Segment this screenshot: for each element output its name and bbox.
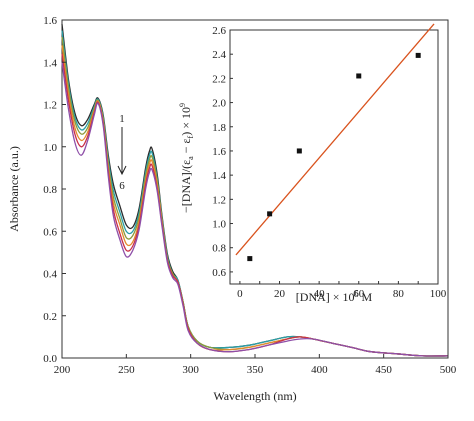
inset-y-ticks: 0.6 0.8 1.0 1.2 1.4 1.6 1.8 2.0 2.2 2.4 2.6 (212, 25, 233, 279)
inset-data-point-3 (296, 148, 302, 154)
main-chart: 200 250 300 350 400 450 500 0.00.20.40.60.81.0… (7, 15, 457, 403)
inset-data-point-4 (356, 73, 362, 79)
inset-x-ticks: 0 20 40 60 80 100 (237, 281, 447, 300)
main-x-ticks: 200 250 300 350 400 450 500 (54, 354, 457, 376)
series-start-label: 1 (119, 113, 125, 125)
inset-plot-frame (229, 29, 439, 285)
main-y-tick-label: 0.4 (43, 269, 57, 281)
inset-y-tick-label: 1.4 (212, 170, 226, 182)
inset-y-axis-label: −[DNA]/(εa − εf) × 109 (178, 103, 195, 213)
main-x-tick-label: 350 (247, 364, 264, 376)
inset-x-tick-label: 40 (314, 288, 326, 300)
main-x-tick-label: 300 (182, 364, 199, 376)
main-x-tick-label: 450 (375, 364, 392, 376)
main-y-tick-label: 1.0 (43, 142, 57, 154)
inset-x-tick-label: 80 (393, 288, 405, 300)
main-x-tick-label: 250 (118, 364, 135, 376)
inset-x-tick-label: 20 (274, 288, 286, 300)
main-y-tick-label: 0.6 (43, 226, 57, 238)
series-end-label: 6 (119, 180, 125, 192)
inset-data-point-2 (267, 211, 273, 217)
inset-y-tick-label: 1.2 (212, 194, 226, 206)
inset-y-tick-label: 2.6 (212, 25, 226, 37)
main-x-tick-label: 500 (440, 364, 457, 376)
inset-x-axis-label: [DNA] × 106 M (296, 289, 373, 304)
main-x-axis-label: Wavelength (nm) (213, 389, 296, 403)
inset-fit-line (235, 23, 435, 256)
main-y-tick-label: 0.8 (43, 184, 57, 196)
main-y-tick-label: 1.6 (43, 15, 57, 27)
main-y-axis-label: Absorbance (a.u.) (7, 146, 21, 232)
inset-y-tick-label: 2.0 (212, 98, 226, 110)
main-y-ticks: 0.0 0.2 0.4 0.6 0.8 1.0 1.2 1.4 1.6 (43, 15, 66, 365)
inset-points-group (247, 52, 421, 262)
inset-y-tick-label: 0.8 (212, 243, 226, 255)
inset-background (230, 24, 438, 286)
main-series-group (61, 24, 449, 357)
inset-x-tick-label: 60 (353, 288, 365, 300)
inset-y-tick-label: 1.6 (212, 146, 226, 158)
series-trend-arrowhead (117, 165, 127, 176)
main-y-tick-label: 0.0 (43, 353, 57, 365)
main-x-tick-label: 200 (54, 364, 71, 376)
inset-data-point-5 (415, 52, 421, 58)
inset-y-tick-label: 1.0 (212, 219, 226, 231)
main-y-tick-label: 1.2 (43, 100, 57, 112)
inset-chart: 0 20 40 60 80 100 0.6 0.8 1.0 1.2 1.4 1.6 1.8 2.0 2.2… (178, 23, 447, 304)
main-x-tick-label: 400 (311, 364, 328, 376)
main-y-tick-label: 1.4 (43, 57, 57, 69)
inset-y-tick-label: 2.2 (212, 73, 226, 85)
inset-fit-group (235, 23, 435, 256)
inset-x-tick-label: 0 (237, 288, 243, 300)
inset-y-tick-label: 2.4 (212, 49, 226, 61)
inset-x-tick-label: 100 (430, 288, 447, 300)
inset-y-tick-label: 1.8 (212, 122, 226, 134)
main-series-line-6 (61, 62, 449, 357)
inset-y-tick-label: 0.6 (212, 267, 226, 279)
inset-data-point-1 (247, 256, 253, 262)
main-y-tick-label: 0.2 (43, 311, 57, 323)
